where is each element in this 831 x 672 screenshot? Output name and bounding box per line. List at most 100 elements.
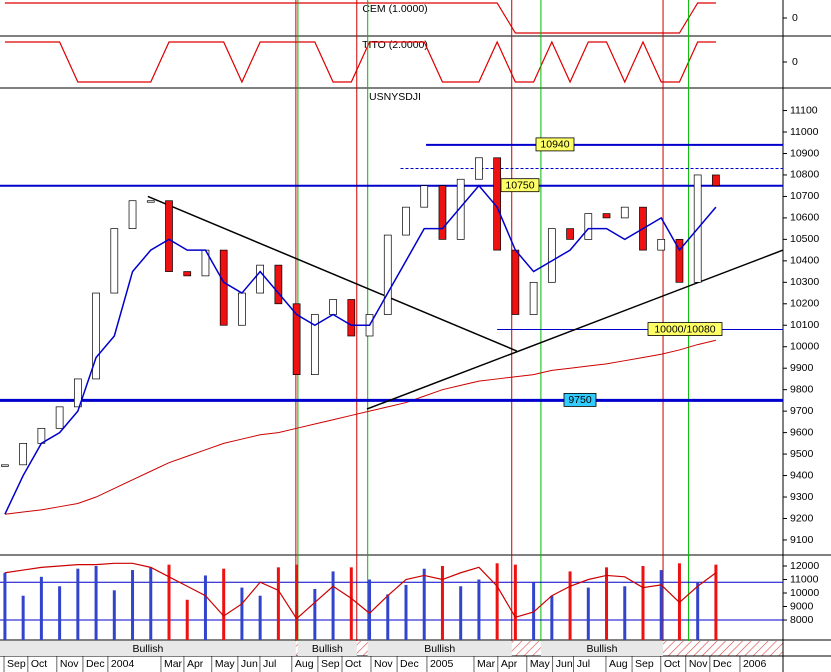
regime-label: Bullish (587, 643, 618, 655)
volume-bar (568, 571, 572, 640)
long-moving-average (4, 339, 717, 515)
volume-bar (222, 568, 226, 640)
y-tick-label: 9900 (790, 362, 814, 374)
regime-label: Bullish (312, 643, 343, 655)
y-tick-label: 9500 (790, 448, 814, 460)
oscillator-line (4, 562, 717, 620)
volume-bar (331, 571, 335, 640)
short-moving-average (4, 184, 717, 515)
y-tick-label: 10800 (790, 169, 819, 181)
x-tick-label: May (530, 658, 551, 670)
volume-bar (167, 564, 171, 640)
candle (675, 239, 684, 283)
y-tick-label: 8000 (790, 614, 814, 626)
y-tick-label: 9000 (790, 600, 814, 612)
candle (420, 185, 429, 208)
volume-bar (149, 567, 153, 640)
y-tick-label: 10900 (790, 147, 819, 159)
y-tick-label: 10600 (790, 212, 819, 224)
volume-bar (21, 595, 25, 640)
x-tick-label: Mar (164, 658, 183, 670)
volume-bar (295, 564, 299, 640)
volume-bar (3, 572, 7, 640)
candle (712, 174, 720, 187)
volume-bar (623, 586, 627, 640)
y-tick-label: 10400 (790, 255, 819, 267)
x-tick-label: Sep (321, 658, 340, 670)
volume-bar (39, 576, 43, 640)
y-tick-label: 9700 (790, 405, 814, 417)
x-tick-label: 2006 (743, 658, 767, 670)
candle (657, 239, 666, 251)
volume-bar (404, 584, 408, 640)
y-tick-label: 9800 (790, 383, 814, 395)
x-tick-label: Oct (664, 658, 680, 670)
volume-bar (586, 587, 590, 640)
y-tick-label: 11000 (790, 126, 819, 138)
y-tick-label: 10100 (790, 319, 819, 331)
trendline (366, 249, 784, 410)
volume-bar (532, 582, 536, 640)
indicator-line (4, 40, 716, 84)
volume-bar (605, 567, 609, 640)
volume-bar (696, 582, 700, 640)
y-tick-label: 9200 (790, 512, 814, 524)
candle (19, 442, 28, 466)
chart-title: USNYSDJI (369, 91, 421, 103)
volume-bar (641, 566, 645, 640)
x-tick-label: Aug (295, 658, 314, 670)
x-tick-label: Nov (60, 658, 79, 670)
regime-band (540, 641, 664, 656)
volume-bar (76, 568, 80, 640)
y-tick-label: 10200 (790, 298, 819, 310)
volume-bar (459, 586, 463, 640)
volume-bar (131, 570, 135, 640)
volume-bar (313, 588, 317, 640)
candle (511, 249, 520, 315)
candle (620, 206, 629, 219)
level-label: 10940 (540, 139, 569, 151)
x-tick-label: Oct (31, 658, 47, 670)
y-tick-label: 10500 (790, 233, 819, 245)
regime-band (0, 641, 296, 656)
x-tick-label: Jun (556, 658, 573, 670)
x-tick-label: Apr (187, 658, 204, 670)
y-tick-label: 9300 (790, 491, 814, 503)
x-tick-label: Nov (374, 658, 393, 670)
volume-bar (513, 564, 517, 640)
regime-band (367, 641, 512, 656)
volume-bar (550, 595, 554, 640)
x-tick-label: Sep (7, 658, 26, 670)
candle (438, 185, 447, 240)
y-tick-label: 0 (792, 56, 798, 68)
volume-bar (386, 594, 390, 640)
y-tick-label: 10000 (790, 587, 819, 599)
volume-bar (495, 563, 499, 640)
candle (73, 378, 82, 408)
regime-band (297, 641, 357, 656)
y-tick-label: 11100 (790, 104, 818, 116)
x-tick-label: 2005 (430, 658, 454, 670)
x-tick-label: Jul (577, 658, 590, 670)
x-tick-label: Jun (241, 658, 258, 670)
level-label: 10750 (505, 179, 534, 191)
level-label-box (647, 322, 723, 336)
x-tick-label: Dec (400, 658, 419, 670)
candle (219, 249, 228, 326)
volume-bar (258, 595, 262, 640)
x-tick-label: 2004 (111, 658, 135, 670)
candle (92, 292, 100, 380)
x-tick-label: Jul (263, 658, 276, 670)
candle (475, 157, 483, 180)
volume-bar (714, 564, 718, 640)
candle (146, 200, 155, 203)
indicator-title: TITO (2.0000) (362, 39, 428, 51)
y-tick-label: 11000 (790, 573, 819, 585)
volume-bar (368, 579, 372, 640)
y-tick-label: 12000 (790, 560, 819, 572)
volume-bar (203, 575, 207, 640)
candle (602, 213, 611, 219)
regime-label: Bullish (132, 643, 163, 655)
candle (383, 234, 392, 315)
